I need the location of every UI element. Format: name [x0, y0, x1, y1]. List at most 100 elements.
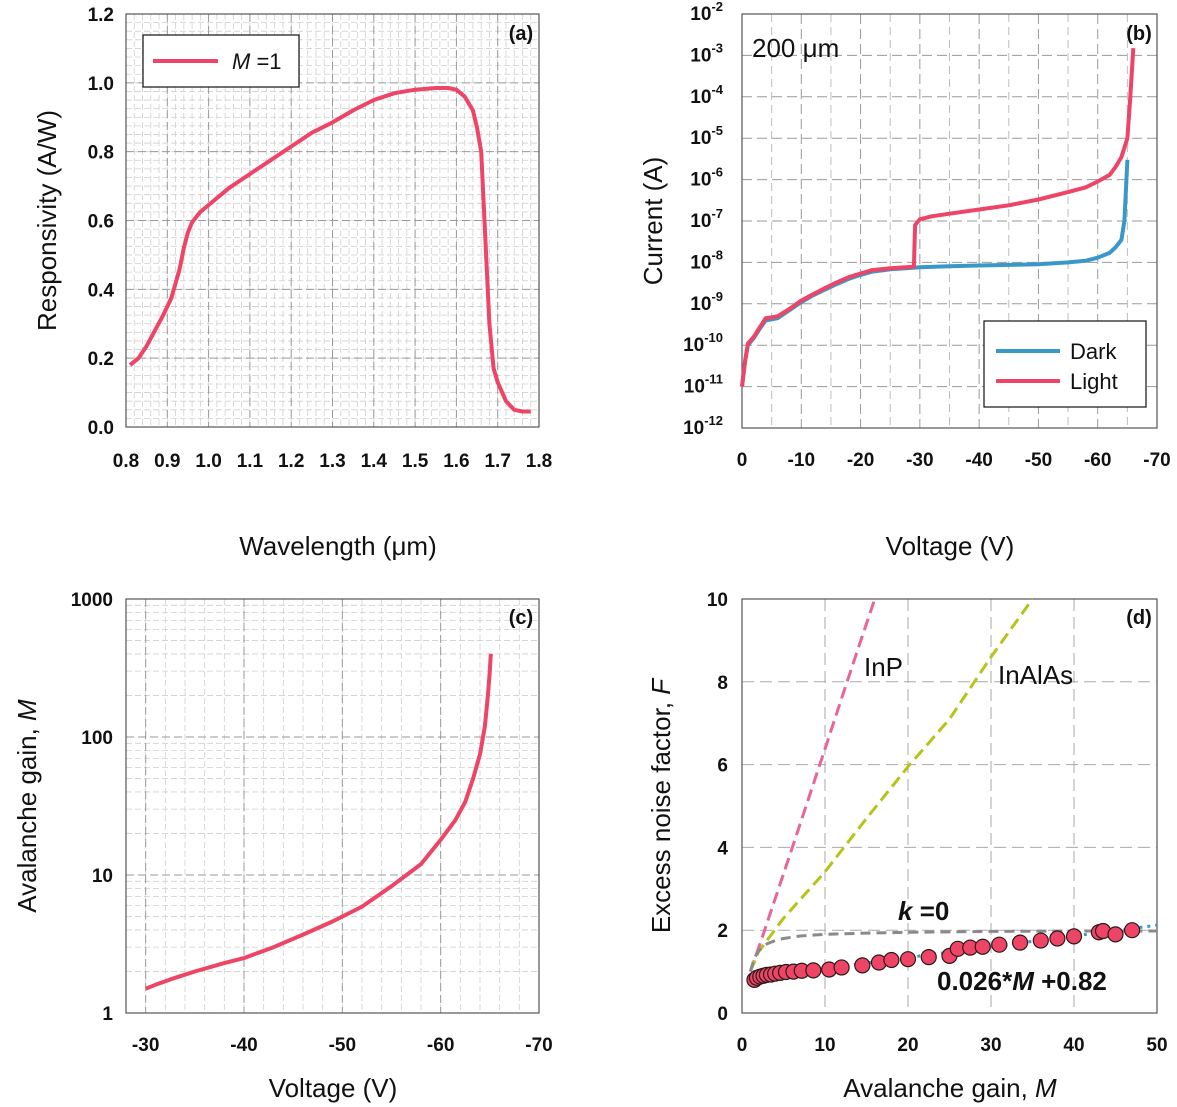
- plot-area: [746, 599, 1157, 988]
- y-tick-exponent: -4: [711, 82, 723, 97]
- plot-frame: [741, 598, 1158, 1014]
- y-tick-label: 10-4: [690, 82, 723, 108]
- legend-label-light: Light: [1070, 369, 1118, 394]
- x-tick-label: -40: [965, 450, 992, 471]
- data-point: [1032, 932, 1049, 949]
- y-tick-label: 1: [102, 1004, 113, 1025]
- device-size-annotation: 200 μm: [752, 33, 839, 63]
- panel-a: 0.8 0.9 1.0 1.1 1.2 1.3 1.4 1.5 1.6 1.7 1.8 0.0 0.2 0…: [32, 5, 552, 561]
- x-tick-label: 30: [980, 1035, 1001, 1056]
- y-axis-label-var: M: [12, 699, 42, 721]
- x-tick-label: 1.3: [319, 451, 345, 472]
- x-tick-label: -50: [1025, 450, 1052, 471]
- y-tick-exponent: -5: [711, 123, 723, 138]
- x-axis-label-var: M: [1035, 1073, 1057, 1103]
- y-tick-exponent: -10: [704, 330, 723, 345]
- x-axis-label: Voltage (V): [886, 531, 1015, 561]
- y-axis-label-text: Excess noise factor,: [646, 695, 676, 933]
- annotation-inp: InP: [864, 652, 903, 682]
- x-tick-label: 20: [897, 1035, 918, 1056]
- y-tick-base: 10: [690, 128, 711, 149]
- data-point: [1123, 922, 1141, 939]
- x-tick-label: 1.0: [195, 451, 221, 472]
- annotation-inalas: InAlAs: [998, 660, 1073, 690]
- y-tick-label: 0.0: [88, 418, 114, 439]
- y-tick-label: 0.4: [88, 280, 115, 301]
- panel-label: (c): [509, 607, 533, 629]
- data-point: [1065, 928, 1083, 945]
- panel-label: (a): [509, 23, 533, 45]
- y-tick-label: 100: [81, 728, 113, 749]
- y-tick-label: 10-6: [690, 165, 723, 191]
- y-axis-label: Current (A): [638, 157, 668, 286]
- y-tick-exponent: -12: [704, 413, 723, 428]
- x-tick-label: -10: [788, 450, 815, 471]
- y-axis-label-text: Avalanche gain,: [12, 721, 42, 913]
- panel-label: (b): [1126, 23, 1152, 45]
- y-tick-exponent: -3: [711, 40, 723, 55]
- annotation-k-value: =0: [912, 896, 949, 926]
- y-tick-base: 10: [690, 170, 711, 191]
- y-tick-label: 10-2: [690, 0, 723, 25]
- series-line-light: [740, 47, 1136, 387]
- x-tick-label: -40: [230, 1035, 257, 1056]
- x-axis-label: Wavelength (μm): [239, 531, 437, 561]
- y-tick-label: 10-7: [690, 206, 723, 232]
- x-tick-label: 0: [737, 450, 748, 471]
- annotation-fit-var: M: [1012, 966, 1035, 996]
- data-point: [854, 957, 871, 974]
- x-tick-label: 1.2: [278, 451, 304, 472]
- plot-frame: [125, 13, 540, 428]
- y-axis-label: Responsivity (A/W): [32, 110, 62, 331]
- y-tick-label: 1.0: [88, 74, 114, 95]
- data-point: [991, 936, 1008, 953]
- legend-box: [983, 320, 1147, 408]
- y-tick-label: 0: [717, 1004, 728, 1025]
- x-tick-label: -30: [132, 1035, 159, 1056]
- annotation-k0: k =0: [898, 896, 949, 926]
- plot-frame: [741, 13, 1158, 429]
- legend-label-m1: M =1: [232, 49, 282, 74]
- y-tick-label: 10: [92, 866, 113, 887]
- y-tick-base: 10: [690, 87, 711, 108]
- y-tick-label: 6: [717, 756, 728, 777]
- y-tick-base: 10: [690, 45, 711, 66]
- plot-frame: [125, 598, 540, 1014]
- y-tick-exponent: -8: [711, 247, 723, 262]
- series-line-gain: [144, 653, 493, 991]
- y-tick-label: 4: [717, 838, 728, 859]
- x-tick-label: 10: [814, 1035, 835, 1056]
- data-point: [833, 959, 850, 976]
- x-tick-label: 0.8: [113, 451, 139, 472]
- data-point: [883, 951, 900, 969]
- annotation-fit-prefix: 0.026*: [937, 966, 1013, 996]
- series-line-inp: [748, 599, 877, 973]
- annotation-k-var: k: [898, 896, 914, 926]
- data-point: [920, 949, 937, 966]
- y-tick-label: 1000: [71, 590, 113, 611]
- x-tick-label: 40: [1063, 1035, 1084, 1056]
- x-tick-label: 50: [1146, 1035, 1167, 1056]
- x-tick-label: -70: [1143, 450, 1170, 471]
- y-tick-label: 10-11: [684, 372, 723, 398]
- data-point: [899, 951, 917, 968]
- y-tick-base: 10: [684, 377, 705, 398]
- annotation-fit: 0.026*M +0.82: [937, 966, 1107, 996]
- y-tick-label: 10-12: [683, 413, 723, 439]
- y-axis-label: Avalanche gain, M: [12, 699, 42, 913]
- y-tick-label: 10-9: [690, 289, 723, 315]
- y-tick-exponent: -9: [711, 289, 723, 304]
- x-axis-label: Avalanche gain, M: [843, 1073, 1057, 1103]
- x-axis-label: Voltage (V): [269, 1073, 398, 1103]
- y-axis-label: Excess noise factor, F: [646, 677, 676, 933]
- x-tick-label: 1.1: [237, 451, 264, 472]
- y-tick-base: 10: [683, 335, 704, 356]
- x-tick-label: 1.6: [443, 451, 469, 472]
- y-tick-exponent: -2: [711, 0, 723, 14]
- x-tick-label: 0: [737, 1035, 748, 1056]
- y-tick-label: 10: [707, 590, 728, 611]
- y-axis-label-var: F: [646, 677, 676, 695]
- x-axis-label-text: Avalanche gain,: [843, 1073, 1035, 1103]
- panel-label: (d): [1126, 607, 1152, 629]
